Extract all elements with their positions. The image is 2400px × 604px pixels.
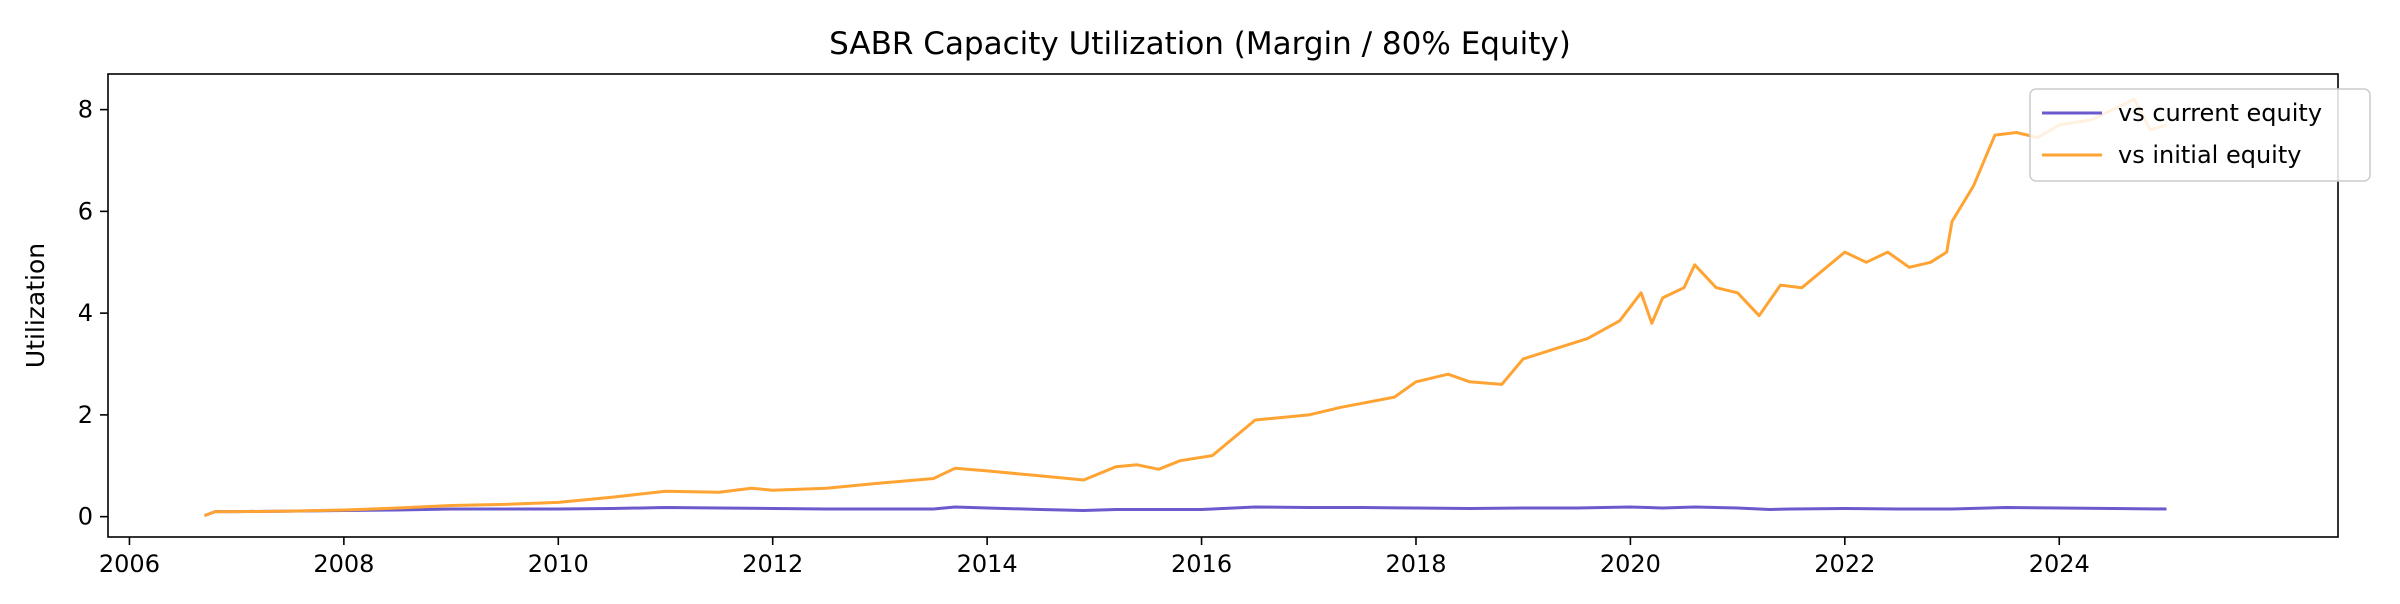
legend-label-1: vs initial equity [2118, 141, 2301, 169]
y-tick-label: 2 [78, 401, 93, 429]
x-tick-label: 2014 [957, 550, 1018, 578]
y-tick-label: 4 [78, 299, 93, 327]
x-tick-label: 2012 [742, 550, 803, 578]
legend-label-0: vs current equity [2118, 99, 2322, 127]
y-tick-label: 8 [78, 96, 93, 124]
x-tick-label: 2020 [1600, 550, 1661, 578]
x-tick-label: 2022 [1814, 550, 1875, 578]
plot-frame [107, 73, 2339, 538]
legend-box [2029, 88, 2371, 182]
y-axis-label: Utilization [21, 243, 50, 368]
x-axis-ticks: 2006 2008 2010 2012 2014 2016 2018 2020 2022 2024 [99, 537, 2090, 578]
series-layer [203, 97, 2167, 518]
chart-title: SABR Capacity Utilization (Margin / 80% … [829, 26, 1571, 62]
x-tick-label: 2016 [1171, 550, 1232, 578]
series-line-0 [203, 505, 2167, 518]
y-tick-label: 6 [78, 197, 93, 225]
legend: vs current equity vs initial equity [2029, 88, 2371, 182]
y-tick-label: 0 [78, 503, 93, 531]
x-tick-label: 2008 [313, 550, 374, 578]
y-axis-ticks: 0 2 4 6 8 [78, 96, 108, 531]
x-tick-label: 2010 [528, 550, 589, 578]
series-line-1 [203, 97, 2167, 518]
x-tick-label: 2024 [2029, 550, 2090, 578]
x-tick-label: 2006 [99, 550, 160, 578]
x-tick-label: 2018 [1385, 550, 1446, 578]
